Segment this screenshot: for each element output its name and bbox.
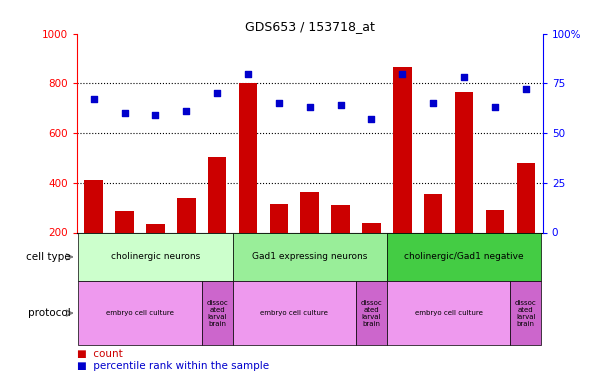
Bar: [202, 281, 232, 345]
Text: ■  count: ■ count: [77, 350, 123, 359]
Text: dissoc
ated
larval
brain: dissoc ated larval brain: [360, 300, 382, 327]
Point: [120, 110, 129, 116]
Text: cell type: cell type: [26, 252, 71, 262]
Point: [336, 102, 345, 108]
Bar: [78, 232, 232, 281]
Point: [460, 75, 469, 81]
Bar: [387, 232, 541, 281]
Point: [89, 96, 99, 102]
Bar: [332, 205, 350, 232]
Point: [367, 116, 376, 122]
Text: dissoc
ated
larval
brain: dissoc ated larval brain: [206, 300, 228, 327]
Text: embryo cell culture: embryo cell culture: [106, 310, 174, 316]
Point: [521, 86, 530, 92]
Point: [398, 70, 407, 76]
Bar: [239, 84, 257, 232]
Point: [212, 90, 222, 96]
Bar: [177, 198, 195, 232]
Bar: [510, 281, 541, 345]
Bar: [146, 224, 165, 232]
Point: [428, 100, 438, 106]
Text: ■  percentile rank within the sample: ■ percentile rank within the sample: [77, 361, 269, 370]
Text: protocol: protocol: [28, 308, 71, 318]
Bar: [387, 281, 510, 345]
Text: embryo cell culture: embryo cell culture: [260, 310, 328, 316]
Bar: [517, 163, 535, 232]
Text: cholinergic neurons: cholinergic neurons: [111, 252, 200, 261]
Bar: [393, 67, 412, 232]
Point: [243, 70, 253, 76]
Bar: [84, 180, 103, 232]
Point: [305, 104, 314, 110]
Bar: [455, 92, 473, 232]
Bar: [486, 210, 504, 232]
Point: [274, 100, 284, 106]
Title: GDS653 / 153718_at: GDS653 / 153718_at: [245, 20, 375, 33]
Text: cholinergic/Gad1 negative: cholinergic/Gad1 negative: [404, 252, 524, 261]
Text: dissoc
ated
larval
brain: dissoc ated larval brain: [515, 300, 537, 327]
Point: [150, 112, 160, 118]
Point: [182, 108, 191, 114]
Bar: [362, 223, 381, 232]
Text: embryo cell culture: embryo cell culture: [415, 310, 483, 316]
Bar: [208, 157, 227, 232]
Bar: [300, 192, 319, 232]
Point: [490, 104, 500, 110]
Text: Gad1 expressing neurons: Gad1 expressing neurons: [252, 252, 368, 261]
Bar: [232, 281, 356, 345]
Bar: [356, 281, 387, 345]
Bar: [232, 232, 387, 281]
Bar: [78, 281, 202, 345]
Bar: [115, 211, 134, 232]
Bar: [424, 194, 442, 232]
Bar: [270, 204, 288, 232]
